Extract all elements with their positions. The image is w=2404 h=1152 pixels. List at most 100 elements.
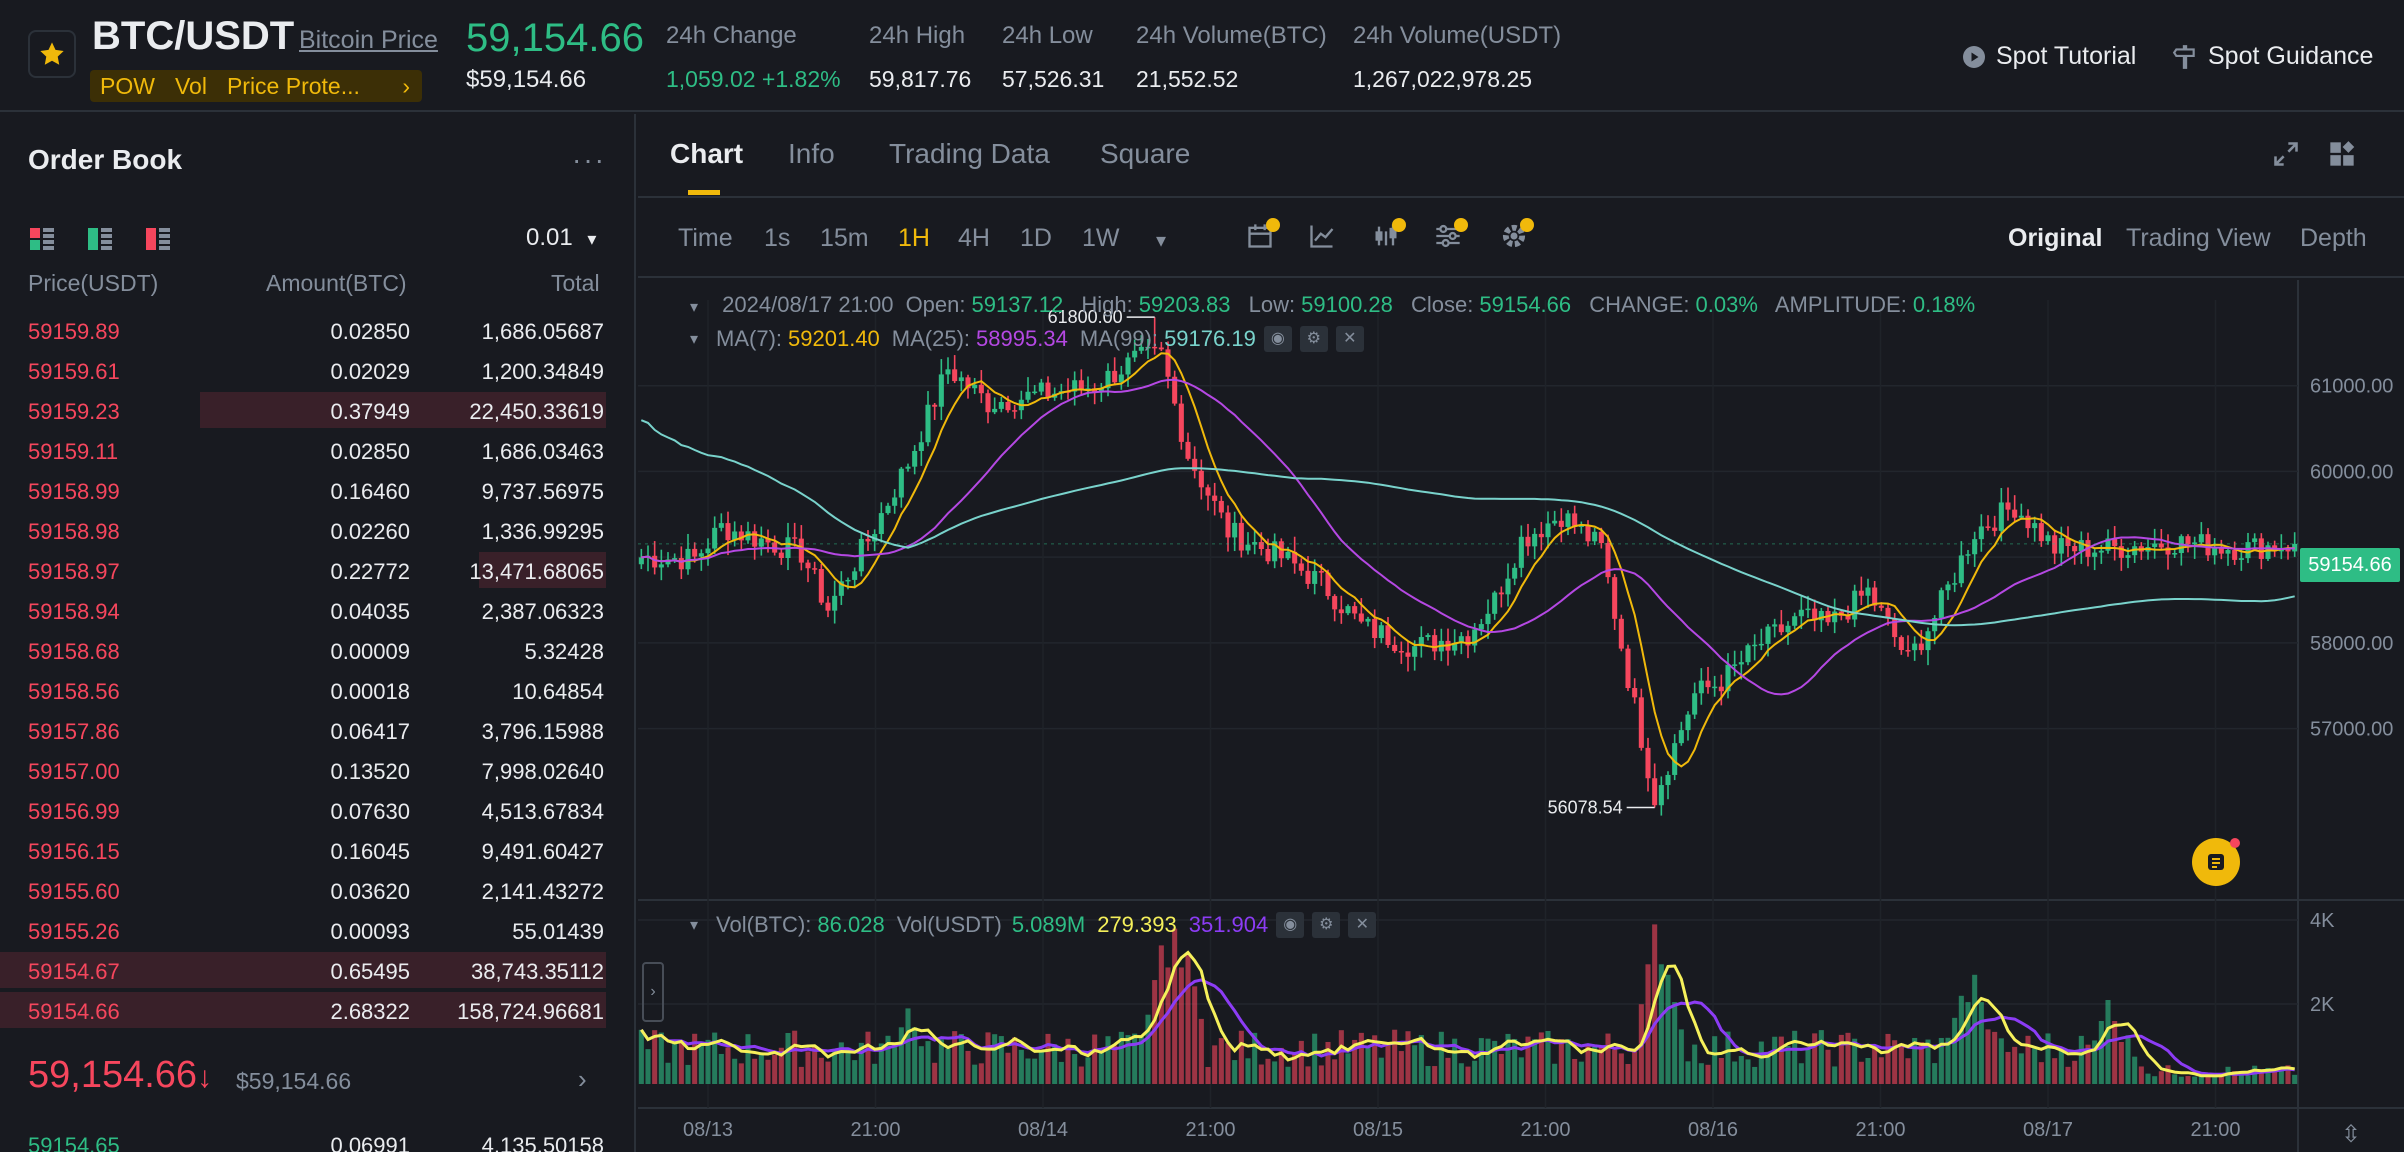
both-sides-view-icon[interactable] — [30, 228, 54, 250]
gear-icon[interactable]: ⚙ — [1299, 326, 1328, 352]
candle-body — [2052, 535, 2058, 554]
ma-legend: ▾ MA(7): 59201.40 MA(25): 58995.34 MA(99):… — [690, 326, 1364, 352]
tab-trading-data[interactable]: Trading Data — [889, 138, 1050, 169]
ask-row[interactable]: 59159.89 0.02850 1,686.05687 — [0, 310, 606, 350]
volume-bar — [2272, 1068, 2278, 1084]
candle-body — [2218, 548, 2224, 554]
gear-icon[interactable] — [1500, 218, 1534, 255]
volume-bar — [2032, 1048, 2038, 1084]
interval-time[interactable]: Time — [678, 224, 733, 252]
spot-tutorial-link[interactable]: Spot Tutorial — [1962, 42, 2136, 71]
candle-body — [1338, 609, 1344, 614]
layout-grid-icon[interactable] — [2328, 140, 2356, 168]
collapse-caret-icon[interactable]: ▾ — [690, 917, 699, 934]
volume-bar — [698, 1041, 704, 1084]
candle-body — [1792, 616, 1798, 626]
ask-row[interactable]: 59158.97 0.22772 13,471.68065 — [0, 550, 606, 590]
expand-panel-handle[interactable]: › — [642, 962, 664, 1022]
candle-body — [1978, 526, 1984, 540]
interval-1s[interactable]: 1s — [764, 224, 791, 252]
tab-square[interactable]: Square — [1100, 138, 1191, 169]
eye-icon[interactable]: ◉ — [1276, 912, 1305, 938]
ask-row[interactable]: 59158.68 0.00009 5.32428 — [0, 630, 606, 670]
vol-btc-value: 86.028 — [817, 912, 885, 937]
collapse-caret-icon[interactable]: ▾ — [690, 331, 699, 348]
collapse-caret-icon[interactable]: ▾ — [690, 299, 699, 316]
volume-bar — [872, 1063, 878, 1084]
volume-bar — [1792, 1030, 1798, 1084]
ask-row[interactable]: 59156.99 0.07630 4,513.67834 — [0, 790, 606, 830]
chart-toolbar: Time 1s 15m 1H 4H 1D 1W ▾ Original Tradi… — [638, 200, 2404, 278]
indicator-tool-icon[interactable] — [1308, 222, 1336, 255]
volume-bar — [1632, 1051, 1638, 1084]
ask-row[interactable]: 59157.00 0.13520 7,998.02640 — [0, 750, 606, 790]
tag-vol[interactable]: Vol — [174, 72, 207, 99]
last-price: 59,154.66 — [466, 16, 644, 60]
fullscreen-icon[interactable] — [2272, 140, 2300, 168]
more-options-icon[interactable]: ··· — [572, 144, 606, 175]
pair-tags[interactable]: POW Vol Price Prote... › — [90, 70, 422, 102]
interval-1w[interactable]: 1W — [1082, 224, 1120, 252]
coin-price-link[interactable]: Bitcoin Price — [299, 26, 438, 54]
volume-bar — [1012, 1037, 1018, 1084]
tag-pow[interactable]: POW — [100, 72, 155, 99]
volume-bar — [1092, 1034, 1098, 1084]
price-chart[interactable]: 61000.0060000.0059000.0058000.0057000.00… — [638, 280, 2404, 1152]
chevron-right-icon[interactable]: › — [578, 1064, 587, 1094]
ask-row[interactable]: 59159.61 0.02029 1,200.34849 — [0, 350, 606, 390]
ask-row[interactable]: 59158.56 0.00018 10.64854 — [0, 670, 606, 710]
ask-row[interactable]: 59158.99 0.16460 9,737.56975 — [0, 470, 606, 510]
candle-body — [865, 538, 871, 542]
eye-icon[interactable]: ◉ — [1263, 326, 1292, 352]
ask-row[interactable]: 59154.67 0.65495 38,743.35112 — [0, 950, 606, 990]
candle-body — [1812, 608, 1818, 621]
favorite-star-icon[interactable] — [28, 30, 76, 78]
ask-row[interactable]: 59156.15 0.16045 9,491.60427 — [0, 830, 606, 870]
notes-fab-button[interactable] — [2192, 838, 2240, 886]
ask-row[interactable]: 59159.23 0.37949 22,450.33619 — [0, 390, 606, 430]
precision-select[interactable]: 0.01 ▾ — [526, 224, 596, 252]
ask-row[interactable]: 59154.66 2.68322 158,724.96681 — [0, 990, 606, 1030]
time-tick-label: 08/17 — [2023, 1119, 2073, 1141]
calendar-tool-icon[interactable] — [1246, 218, 1280, 255]
display-settings-tool-icon[interactable] — [1434, 218, 1468, 255]
bid-row[interactable]: 59154.65 0.06991 4,135.50158 — [0, 1124, 606, 1152]
asks-only-view-icon[interactable] — [146, 228, 170, 250]
spot-guidance-link[interactable]: Spot Guidance — [2172, 42, 2373, 71]
view-trading-view[interactable]: Trading View — [2126, 224, 2271, 252]
view-original[interactable]: Original — [2008, 224, 2103, 252]
close-icon[interactable]: ✕ — [1335, 326, 1364, 352]
volume-bar — [745, 1034, 751, 1084]
volume-bar — [798, 1066, 804, 1084]
close-icon[interactable]: ✕ — [1348, 912, 1377, 938]
candle-type-tool-icon[interactable] — [1372, 218, 1406, 255]
candle-body — [1612, 577, 1618, 619]
ask-row[interactable]: 59155.26 0.00093 55.01439 — [0, 910, 606, 950]
tab-chart[interactable]: Chart — [670, 138, 744, 169]
volume-bar — [1545, 1031, 1551, 1084]
interval-15m[interactable]: 15m — [820, 224, 869, 252]
view-depth[interactable]: Depth — [2300, 224, 2367, 252]
candlestick-chart-svg[interactable]: 61000.0060000.0059000.0058000.0057000.00… — [638, 280, 2404, 1152]
tab-info[interactable]: Info — [788, 138, 835, 169]
chevron-right-icon[interactable]: › — [402, 72, 410, 99]
interval-more-chevron-icon[interactable]: ▾ — [1156, 230, 1167, 252]
candle-body — [2198, 534, 2204, 543]
tag-price-protection[interactable]: Price Prote... — [226, 72, 360, 99]
ask-row[interactable]: 59158.94 0.04035 2,387.06323 — [0, 590, 606, 630]
volume-bar — [2212, 1077, 2218, 1084]
mid-market-price[interactable]: 59,154.66↓ — [28, 1054, 212, 1097]
ask-row[interactable]: 59158.98 0.02260 1,336.99295 — [0, 510, 606, 550]
ask-row[interactable]: 59159.11 0.02850 1,686.03463 — [0, 430, 606, 470]
gear-icon[interactable]: ⚙ — [1312, 912, 1341, 938]
ask-row[interactable]: 59157.86 0.06417 3,796.15988 — [0, 710, 606, 750]
interval-1h[interactable]: 1H — [898, 224, 930, 252]
interval-4h[interactable]: 4H — [958, 224, 990, 252]
interval-1d[interactable]: 1D — [1020, 224, 1052, 252]
ask-price: 59156.99 — [28, 799, 120, 824]
bids-only-view-icon[interactable] — [88, 228, 112, 250]
candle-body — [2232, 550, 2238, 560]
ask-row[interactable]: 59155.60 0.03620 2,141.43272 — [0, 870, 606, 910]
stat-label: 24h Volume(BTC) — [1136, 22, 1327, 49]
volume-bar — [2238, 1071, 2244, 1084]
